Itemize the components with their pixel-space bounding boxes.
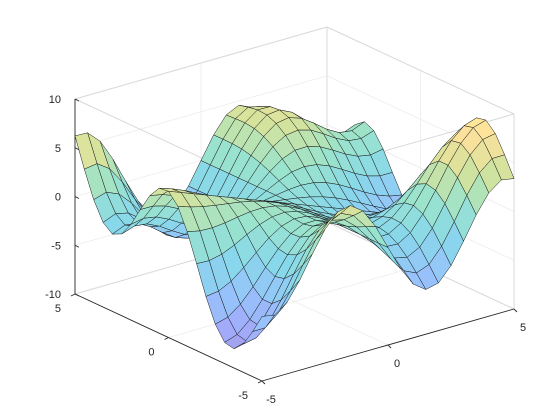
tick-mark-y — [257, 380, 263, 384]
z-tick-label: 5 — [55, 143, 61, 155]
axes-lines — [70, 98, 518, 385]
x-tick-label: -5 — [266, 394, 276, 406]
box-edge — [326, 26, 515, 115]
z-tick-label: -10 — [45, 289, 61, 301]
gridline-z — [74, 26, 515, 115]
x-tick-label: 0 — [394, 358, 400, 370]
tick-labels: -5 0 5 -5 0 5 -10 -5 0 5 10 — [45, 94, 526, 406]
tick-mark-x — [387, 344, 392, 349]
x-tick-label: 5 — [520, 322, 526, 334]
tick-mark-y — [164, 337, 169, 340]
tick-mark-z — [74, 293, 80, 297]
z-tick-label: 0 — [55, 192, 61, 204]
surface-face — [454, 195, 477, 242]
surface-mesh — [74, 104, 515, 350]
tick-mark-y — [70, 293, 76, 297]
surface-face — [252, 314, 275, 332]
surface-face — [74, 132, 98, 170]
surface-face — [186, 230, 210, 264]
z-tick-label: -5 — [51, 240, 61, 252]
tick-mark-z — [74, 196, 80, 199]
tick-mark-z — [74, 98, 80, 102]
box-edge — [74, 26, 328, 100]
tick-mark-x — [261, 380, 266, 385]
tick-mark-x — [513, 308, 518, 313]
z-tick-label: 10 — [49, 94, 61, 106]
tick-mark-z — [74, 147, 80, 151]
y-tick-label: -5 — [238, 390, 248, 402]
y-tick-label: 5 — [55, 303, 61, 315]
tick-mark-z — [74, 244, 80, 248]
y-tick-label: 0 — [148, 347, 154, 359]
surface-face — [302, 229, 326, 265]
